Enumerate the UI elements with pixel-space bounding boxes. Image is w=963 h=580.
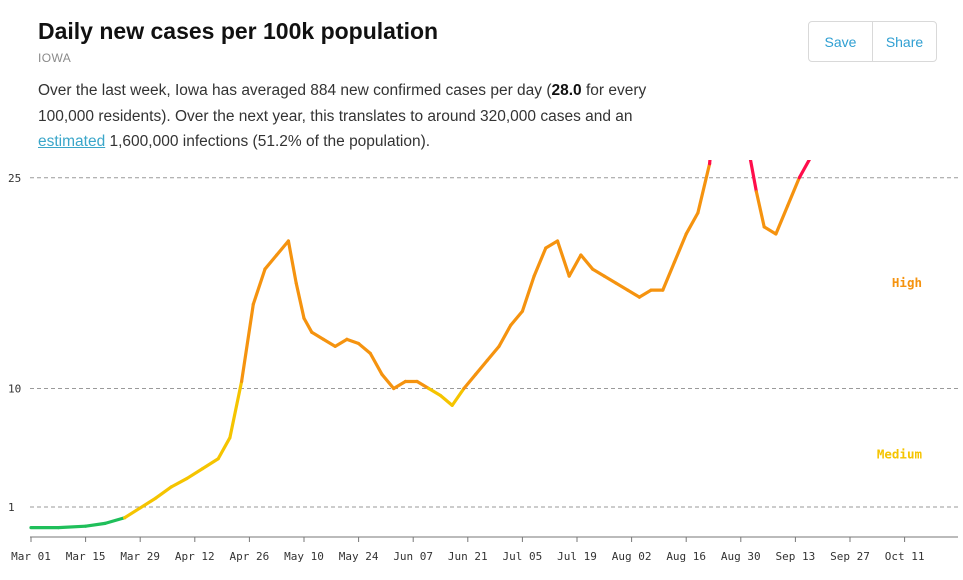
x-tick-label: Sep 13	[776, 550, 816, 563]
x-tick-label: Mar 29	[120, 550, 160, 563]
series-segment	[785, 176, 801, 208]
series-segment	[754, 190, 766, 229]
series-segment	[555, 239, 571, 278]
x-tick-label: Mar 15	[66, 550, 106, 563]
x-tick-label: Sep 27	[830, 550, 870, 563]
x-tick-label: Aug 16	[666, 550, 706, 563]
x-tick-label: Apr 26	[230, 550, 270, 563]
series-segment	[762, 225, 778, 236]
summary-part-2: for every 100,000 residents). Over the n…	[38, 82, 647, 125]
save-button[interactable]: Save	[824, 33, 857, 50]
series-segment	[345, 337, 361, 346]
series-segment	[602, 274, 618, 285]
series-segment	[294, 281, 306, 320]
x-tick-label: Jul 19	[557, 550, 597, 563]
series-segment	[474, 358, 489, 377]
series-segment	[240, 302, 255, 384]
x-tick-label: May 10	[284, 550, 324, 563]
series-segment	[321, 337, 337, 348]
series-segment	[590, 267, 606, 278]
y-tick-label: 25	[8, 172, 21, 185]
series-segment	[185, 466, 205, 481]
series-segment	[56, 524, 88, 530]
series-segment	[310, 330, 326, 341]
action-buttons: Save Share	[808, 21, 937, 62]
series-segment	[672, 232, 688, 264]
summary-part-1: Over the last week, Iowa has averaged 88…	[38, 82, 552, 99]
series-segment	[567, 253, 583, 278]
x-tick-label: Jun 21	[448, 550, 488, 563]
x-tick-label: Aug 30	[721, 550, 761, 563]
series-segment	[520, 274, 536, 313]
series-segment	[103, 516, 127, 525]
x-tick-label: Jul 05	[503, 550, 543, 563]
high-zone-label: High	[892, 275, 922, 290]
series-segment	[427, 386, 443, 398]
series-segment	[626, 288, 642, 299]
series-segment	[748, 160, 759, 194]
series-segment	[83, 521, 107, 528]
series-segment	[509, 309, 525, 327]
series-segment	[462, 372, 478, 391]
series-segment	[707, 160, 712, 166]
series-segment	[614, 281, 630, 292]
series-segment	[684, 211, 700, 236]
series-segment	[286, 239, 298, 285]
y-tick-label: 10	[8, 383, 21, 396]
series-segment	[251, 267, 267, 306]
series-segment	[532, 246, 548, 278]
series-segment	[774, 204, 790, 236]
x-tick-label: Aug 02	[612, 550, 652, 563]
series-segment	[380, 372, 396, 391]
series-segment	[357, 341, 372, 355]
x-tick-label: May 24	[339, 550, 379, 563]
medium-zone-label: Medium	[877, 447, 923, 462]
series-segment	[415, 379, 431, 391]
series-segment	[368, 351, 384, 377]
x-tick-label: Mar 01	[11, 550, 51, 563]
x-tick-label: Oct 11	[885, 550, 925, 563]
series-segment	[263, 253, 279, 271]
series-segment	[169, 476, 189, 489]
series-segment	[438, 393, 454, 407]
series-segment	[302, 316, 314, 334]
share-button[interactable]: Share	[872, 22, 936, 61]
series-segment	[579, 253, 595, 271]
series-segment	[485, 344, 501, 362]
series-segment	[216, 436, 232, 461]
series-segment	[696, 162, 712, 215]
series-segment	[228, 379, 244, 440]
series-segment	[661, 260, 677, 292]
x-tick-label: Apr 12	[175, 550, 215, 563]
page-title: Daily new cases per 100k population	[38, 18, 439, 44]
x-tick-label: Jun 07	[393, 550, 433, 563]
series-segment	[201, 457, 220, 471]
series-segment	[544, 239, 560, 250]
summary-rate: 28.0	[551, 82, 582, 99]
series-segment	[637, 288, 653, 299]
series-segment	[497, 323, 513, 348]
series-segment	[275, 239, 290, 257]
summary-text: Over the last week, Iowa has averaged 88…	[38, 78, 648, 155]
series-segment	[797, 160, 811, 180]
series-segment	[450, 386, 466, 407]
series-segment	[333, 337, 349, 348]
summary-part-3: 1,600,000 infections (51.2% of the popul…	[105, 133, 431, 150]
series-segment	[154, 485, 173, 500]
region-subtitle: IOWA	[38, 51, 72, 65]
estimated-link[interactable]: estimated	[38, 133, 106, 150]
series-segment	[138, 496, 158, 510]
y-tick-label: 1	[8, 501, 15, 514]
series-segment	[122, 506, 142, 520]
series-segment	[392, 379, 407, 391]
